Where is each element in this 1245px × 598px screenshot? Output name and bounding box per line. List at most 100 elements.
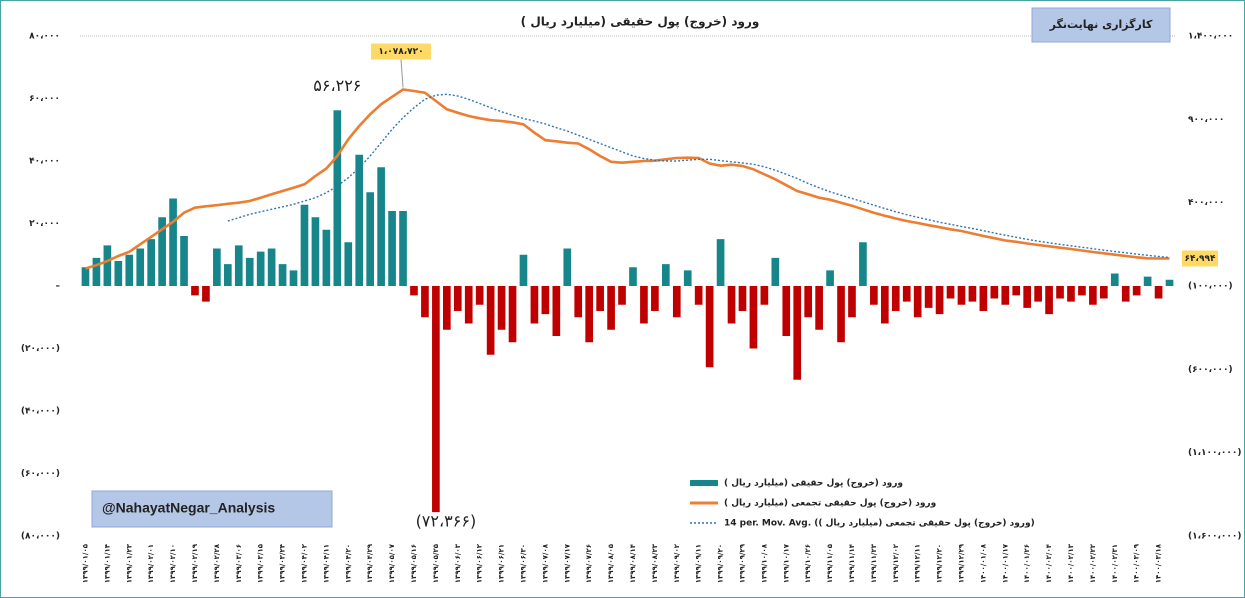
bar [147,239,156,286]
bar [793,286,802,380]
bar [442,286,451,330]
bar [1099,286,1108,299]
bar [1023,286,1032,308]
y-tick-label: (۶۰،۰۰۰) [21,469,60,479]
x-tick-label: ۱۴۰۰/۰۲/۲۲ [1089,543,1097,583]
bar [213,248,221,286]
y2-tick-label: (۶۰۰،۰۰۰) [1188,365,1233,375]
bar [1067,286,1075,302]
x-tick-label: ۱۳۹۹/۰۲/۲۸ [213,543,221,583]
bar [1001,286,1010,305]
bar [607,286,615,330]
x-tick-label: ۱۳۹۹/۱۲/۲۰ [936,544,944,583]
x-tick-label: ۱۳۹۹/۰۳/۲۴ [279,543,287,583]
x-tick-label: ۱۴۰۰/۰۲/۳۱ [1111,544,1119,583]
x-tick-label: ۱۴۰۰/۰۱/۰۸ [979,543,987,583]
x-tick-label: ۱۳۹۹/۰۹/۰۲ [673,543,681,583]
x-tick-label: ۱۳۹۹/۱۰/۱۷ [782,543,790,583]
y2-tick-label: (۱،۶۰۰،۰۰۰) [1188,532,1242,542]
bar [1165,279,1174,286]
y-tick-label: (۲۰،۰۰۰) [21,344,60,354]
watermark-box [91,490,333,528]
bar [541,286,550,315]
bar [530,286,539,324]
y-tick-label: (۸۰،۰۰۰) [21,532,60,542]
bar [968,286,977,302]
legend-label: ورود (خروج) پول حقیقی تجمعی (میلیارد ریا… [724,499,936,509]
x-tick-label: ۱۳۹۹/۱۱/۱۴ [848,543,856,583]
bar [1110,273,1119,286]
bar [1089,286,1097,305]
bar [727,286,736,324]
x-tick-label: ۱۳۹۹/۰۴/۲۹ [366,543,374,583]
bar [289,270,298,286]
bar [125,254,134,286]
x-tick-label: ۱۳۹۹/۰۶/۰۳ [454,543,462,583]
bar [311,217,320,286]
bar [946,286,955,299]
value-label: (۷۲،۳۶۶) [416,512,477,531]
bar [1012,286,1021,296]
leader [400,59,404,88]
y-tick-label: ۴۰،۰۰۰ [29,157,60,167]
bar [618,286,626,305]
bar [902,286,911,302]
x-tick-label: ۱۳۹۹/۱۰/۰۸ [760,543,768,583]
bar [870,286,878,305]
label-box [1182,250,1218,267]
x-tick-label: ۱۴۰۰/۰۱/۱۷ [1001,543,1009,583]
bar [1078,286,1086,296]
x-tick-label: ۱۳۹۹/۰۱/۲۳ [125,543,133,583]
bar [815,286,823,330]
value-label: ۵۶،۲۲۶ [313,76,361,95]
legend-label: 14 per. Mov. Avg. (ورود (خروج) پول حقیقی… [724,519,1035,529]
bar [683,270,692,286]
bar [278,264,287,286]
legend-label: ورود (خروج) پول حقیقی (میلیارد ریال ) [724,479,903,489]
x-tick-label: ۱۳۹۹/۰۴/۱۱ [322,544,330,583]
bar [738,286,747,311]
bar [672,286,681,318]
line [227,93,1170,259]
bar [169,198,177,286]
bar [782,286,791,336]
x-tick-label: ۱۳۹۹/۰۸/۱۴ [629,543,637,583]
watermark: @NahayatNegar_Analysis [102,500,275,516]
x-tick-label: ۱۳۹۹/۰۹/۲۹ [738,543,746,583]
bar [180,236,188,286]
bar [475,286,484,305]
bar [486,286,495,355]
x-tick-label: ۱۳۹۹/۰۵/۲۵ [432,543,440,583]
bar [705,286,714,368]
bar [848,286,856,318]
bar [574,286,583,318]
y2-tick-label: (۱۰۰،۰۰۰) [1188,282,1233,292]
x-tick-label: ۱۳۹۹/۰۲/۰۱ [147,544,155,583]
bar [924,286,933,308]
chart-title: ورود (خروج) پول حقیقی (میلیارد ریال ) [521,15,760,30]
bar [771,257,780,286]
x-tick-label: ۱۳۹۹/۰۳/۱۵ [257,543,265,583]
bar [913,286,922,318]
bar [366,192,375,286]
x-tick-label: ۱۳۹۹/۰۶/۱۲ [476,543,484,583]
x-tick-label: ۱۳۹۹/۰۳/۰۶ [235,544,243,583]
bar [114,261,123,286]
y2-tick-label: ۱،۴۰۰،۰۰۰ [1188,32,1233,42]
brand: کارگزاری نهایت‌نگر [1049,18,1153,31]
bar [716,239,725,286]
bar [421,286,429,318]
x-tick-label: ۱۳۹۹/۱۱/۲۳ [870,543,878,583]
bar [519,254,528,286]
x-tick-label: ۱۳۹۹/۱۲/۰۲ [892,543,900,583]
bar [223,264,232,286]
bar [191,286,199,296]
x-tick-label: ۱۳۹۹/۰۸/۰۵ [607,543,615,583]
bar [640,286,648,324]
y2-tick-label: (۱،۱۰۰،۰۰۰) [1188,448,1242,458]
bar [1143,276,1152,286]
brand-box [1031,7,1171,43]
x-tick-label: ۱۳۹۹/۰۶/۲۱ [498,544,506,583]
value-label: ۶۴،۹۹۴ [1185,254,1216,264]
